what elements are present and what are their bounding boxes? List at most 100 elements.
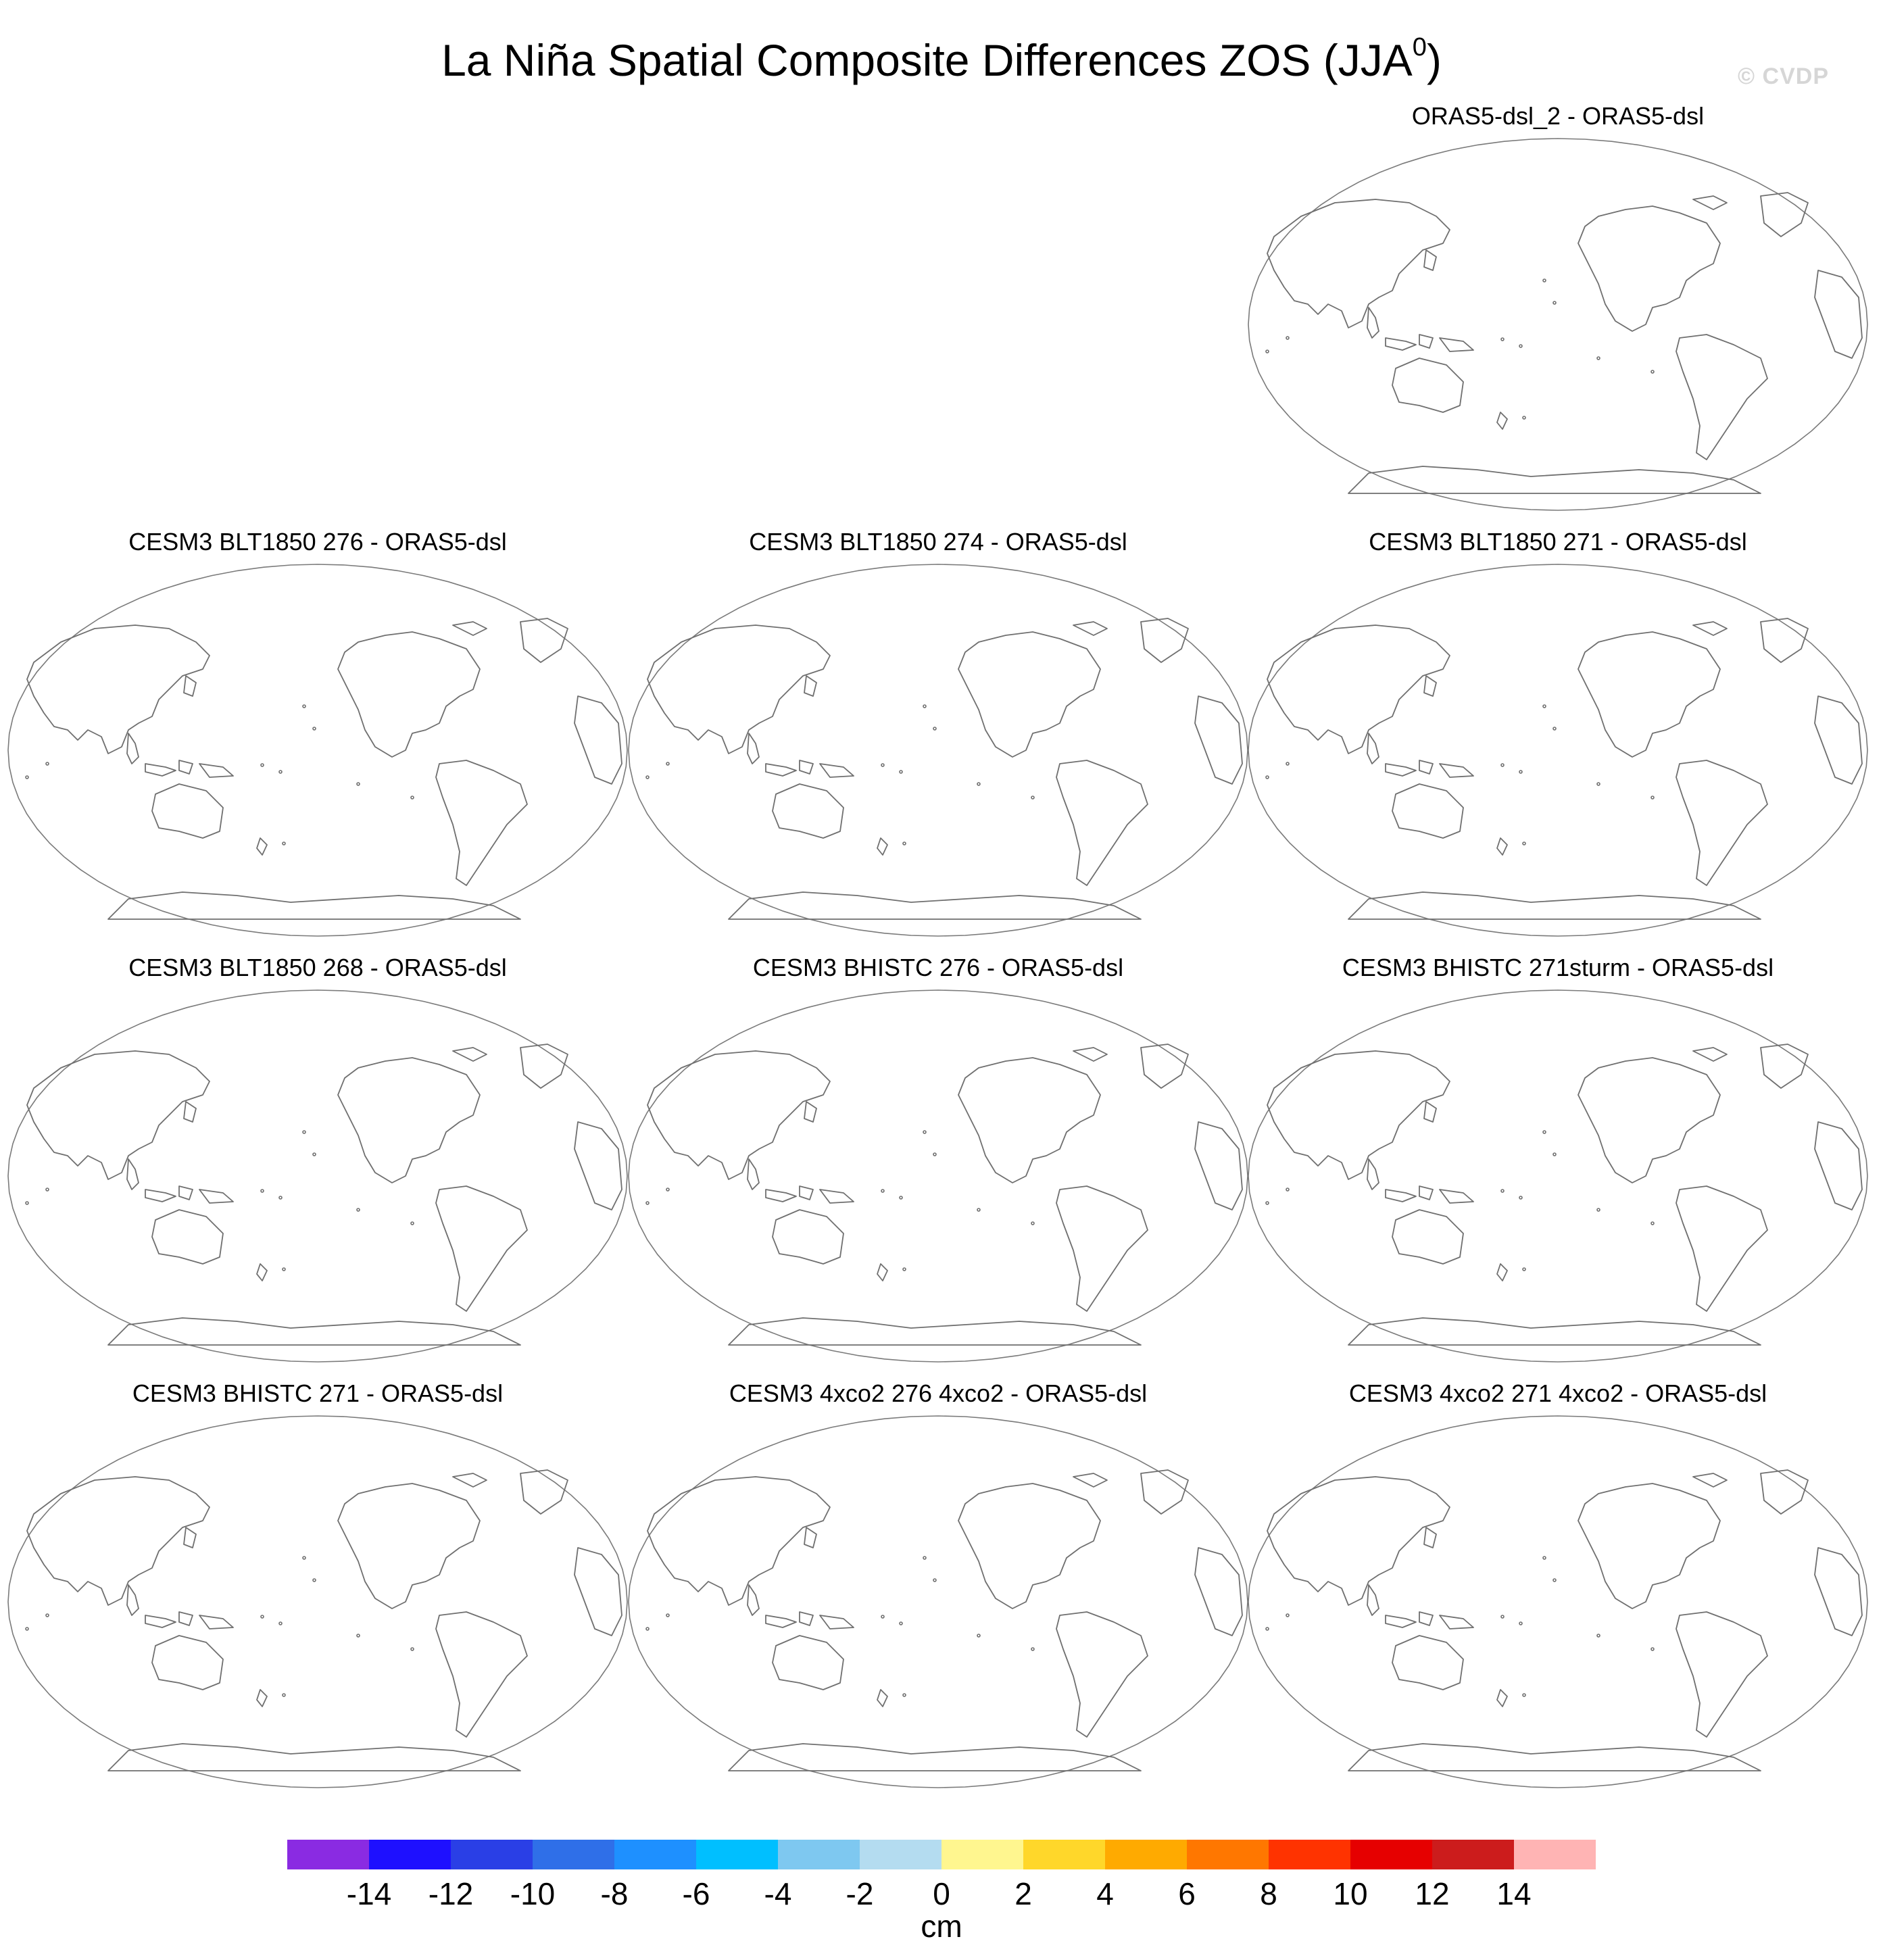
world-map [1248,138,1868,511]
coastline [819,763,854,778]
coastline [256,1263,268,1281]
coastline [765,1615,797,1628]
coastline [1419,1611,1434,1626]
coastline [804,675,817,697]
coastline [1392,1635,1464,1690]
island [356,782,360,786]
coastline [1496,412,1508,430]
coastline [151,1635,224,1690]
coastline [256,1689,268,1707]
island [1286,762,1290,766]
panel-title: CESM3 BLT1850 271 - ORAS5-dsl [1369,528,1747,556]
coastline [1676,760,1768,886]
coastline [1423,1527,1437,1548]
map-panel: CESM3 4xco2 271 4xco2 - ORAS5-dsl [1247,1379,1869,1798]
coastline [799,760,814,775]
colorbar-tick-label: 0 [933,1876,950,1911]
coastline [145,1615,176,1628]
colorbar-tick-label: 14 [1496,1876,1531,1911]
island [45,762,49,766]
island [278,1196,283,1200]
colorbar-swatch [1269,1840,1350,1869]
island [260,763,264,767]
coastline [772,1635,844,1690]
coastline [145,763,176,777]
coastline [183,1527,197,1548]
coastline [1692,1047,1728,1062]
coastline [1367,733,1379,764]
coastline [178,1185,193,1200]
coastline [958,631,1101,758]
island [1650,795,1655,800]
island [902,1693,906,1697]
island [645,775,650,779]
panel-title: ORAS5-dsl_2 - ORAS5-dsl [1411,102,1705,130]
coastline [819,1189,854,1204]
island [312,1578,316,1582]
colorbar-swatch [1514,1840,1596,1869]
coastline [728,1743,1142,1771]
coastline [772,1209,844,1265]
island [1031,1647,1035,1651]
island [278,770,283,774]
colorbar-tick-label: 8 [1260,1876,1277,1911]
island [923,1556,927,1560]
coastline [1140,618,1189,663]
island [899,1621,903,1625]
panel-title: CESM3 BLT1850 268 - ORAS5-dsl [128,954,507,981]
figure-title: La Niña Spatial Composite Differences ZO… [0,20,1883,87]
island [923,704,927,708]
island [282,841,286,846]
island [1519,1196,1523,1200]
island [302,1130,306,1134]
cvdp-watermark: © CVDP [1738,64,1829,89]
coastline [1367,1584,1379,1616]
island [25,1627,29,1631]
coastline [1194,1121,1243,1210]
colorbar-swatch [1350,1840,1432,1869]
world-map [7,989,628,1363]
island [1286,336,1290,340]
coastline [1423,249,1437,271]
coastline [1423,675,1437,697]
map-panel: CESM3 BLT1850 268 - ORAS5-dsl [7,953,629,1372]
colorbar-tick-label: 12 [1415,1876,1449,1911]
island [1650,1647,1655,1651]
coastline [151,1209,224,1265]
coastline [1073,621,1108,636]
island [410,795,414,800]
colorbar-tick-label: -12 [429,1876,473,1911]
island [45,1187,49,1192]
coastline [337,1057,481,1183]
coastline [1385,1189,1417,1202]
coastline [1385,763,1417,777]
coastline [877,837,888,856]
island [260,1615,264,1619]
island [1542,704,1546,708]
coastline [765,1189,797,1202]
island [899,770,903,774]
coastline [1348,1743,1761,1771]
island [1519,1621,1523,1625]
island [666,1613,670,1617]
island [1542,1130,1546,1134]
island [302,704,306,708]
colorbar: -14 -12 -10 -8 -6 -4 -2 0 2 4 6 8 10 12 14 cm [287,1840,1596,1944]
island [1286,1187,1290,1192]
coastline [747,1158,760,1190]
coastline [126,1584,139,1616]
island [977,1208,981,1212]
coastline [728,891,1142,920]
coastline [1578,631,1721,758]
coastline [256,837,268,856]
island [1596,356,1600,360]
coastline [1423,1101,1437,1123]
island [312,1152,316,1156]
coastline [1814,1547,1863,1636]
coastline [1140,1044,1189,1089]
coastline [1385,1615,1417,1628]
coastline [452,1047,487,1062]
island [933,1578,937,1582]
colorbar-tick-label: -6 [683,1876,710,1911]
coastline [1814,1121,1863,1210]
